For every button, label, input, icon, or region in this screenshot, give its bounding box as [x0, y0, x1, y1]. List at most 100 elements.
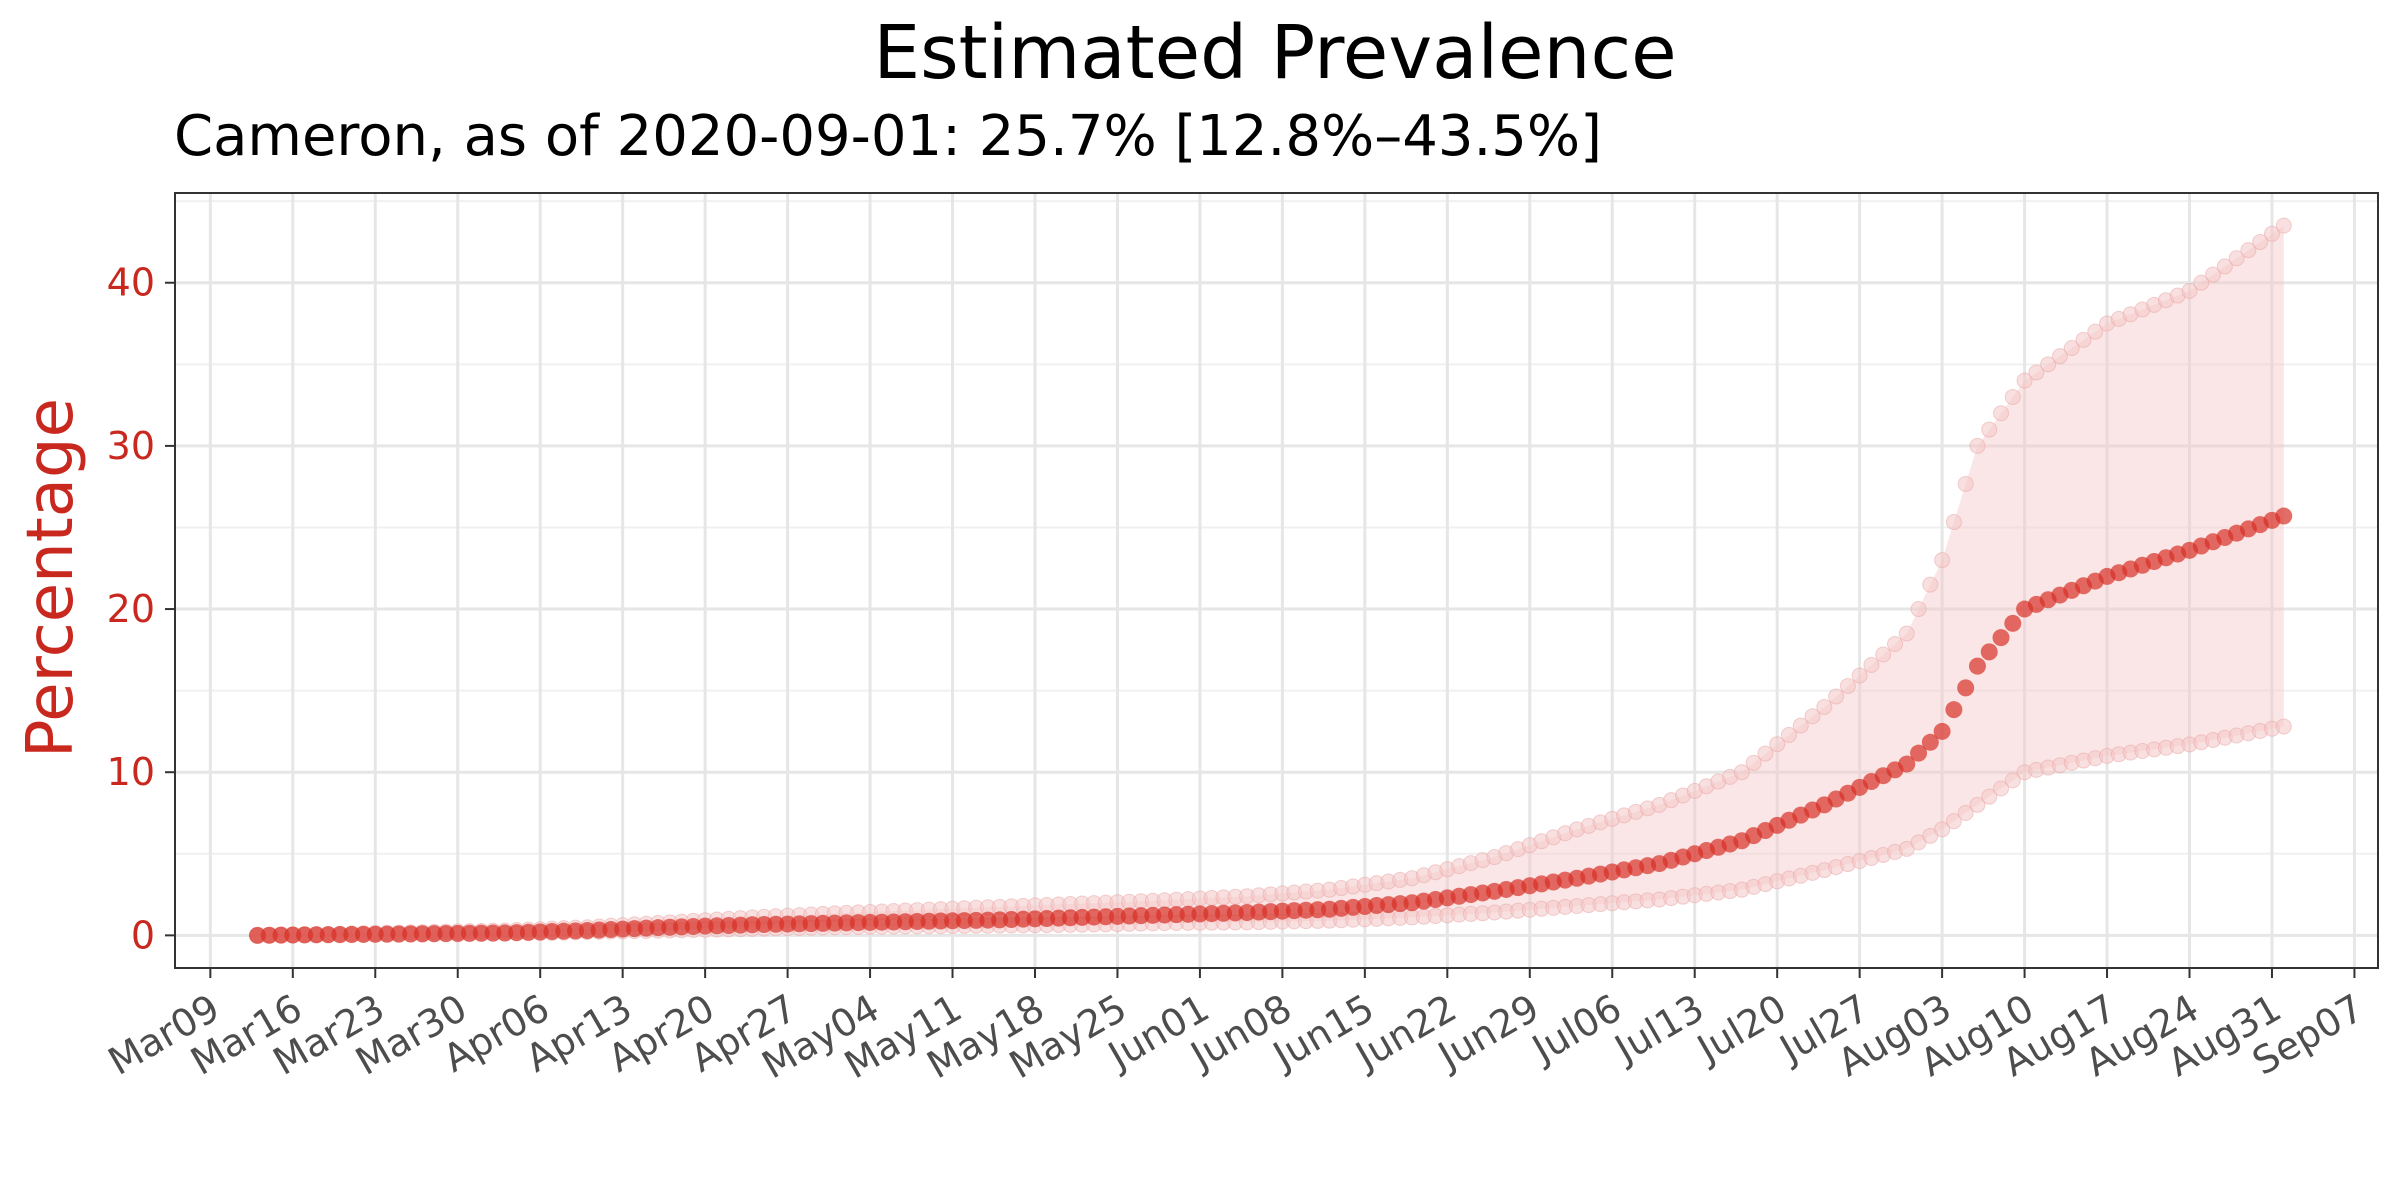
upper-bound-point [2181, 282, 2198, 299]
estimate-point [873, 913, 891, 931]
estimate-point [1921, 733, 1939, 751]
estimate-point [390, 925, 408, 943]
estimate-point [402, 925, 420, 943]
estimate-point [260, 926, 278, 944]
lower-bound-point [1945, 813, 1962, 830]
estimate-point [767, 915, 785, 933]
estimate-point [449, 924, 467, 942]
estimate-point [1933, 722, 1951, 740]
estimate-point [779, 915, 797, 933]
upper-bound-point [1792, 717, 1809, 734]
lower-bound-point [2275, 718, 2292, 735]
estimate-point [461, 924, 479, 942]
estimate-point [331, 926, 349, 944]
estimate-point [354, 925, 372, 943]
upper-bound-point [2216, 258, 2233, 275]
y-tick-label: 0 [131, 913, 155, 957]
upper-bound-point [2040, 356, 2057, 373]
estimate-point [2004, 614, 2022, 632]
estimate-point [920, 912, 938, 930]
upper-bound-point [1757, 745, 1774, 762]
upper-bound-point [2004, 388, 2021, 405]
y-axis-label: Percentage [14, 398, 88, 758]
plot-background [175, 193, 2378, 968]
upper-bound-point [2016, 372, 2033, 389]
upper-bound-point [2193, 274, 2210, 291]
estimate-point [967, 911, 985, 929]
upper-bound-point [1851, 667, 1868, 684]
upper-bound-point [1816, 698, 1833, 715]
upper-bound-point [1957, 475, 1974, 492]
upper-bound-point [1839, 677, 1856, 694]
y-tick-label: 10 [107, 750, 155, 794]
upper-bound-point [1886, 636, 1903, 653]
upper-bound-point [1993, 405, 2010, 422]
estimate-point [814, 914, 832, 932]
upper-bound-point [2228, 250, 2245, 267]
estimate-point [319, 926, 337, 944]
upper-bound-point [1863, 656, 1880, 673]
estimate-point [861, 913, 879, 931]
estimate-point [955, 912, 973, 930]
upper-bound-point [2063, 340, 2080, 356]
uncertainty-band [257, 225, 2284, 936]
estimate-point [378, 925, 396, 943]
upper-bound-point [1733, 764, 1750, 781]
estimate-point [472, 924, 490, 942]
estimate-point [272, 926, 290, 944]
estimate-point [896, 913, 914, 931]
lower-bound-point [1934, 821, 1951, 838]
estimate-point [885, 913, 903, 931]
estimate-point [437, 925, 455, 943]
upper-bound-point [2028, 364, 2045, 381]
estimate-point [755, 916, 773, 934]
estimate-point [366, 925, 384, 943]
upper-bound-point [1875, 646, 1892, 663]
y-tick-label: 30 [107, 424, 155, 468]
lower-bound-point [1981, 788, 1998, 805]
lower-bound-point [1993, 780, 2010, 797]
estimate-point [802, 915, 820, 933]
estimate-point [2275, 507, 2293, 525]
chart-title: Estimated Prevalence [873, 10, 1676, 96]
estimate-point [743, 916, 761, 934]
upper-bound-point [2205, 266, 2222, 283]
estimate-point [1957, 679, 1975, 697]
estimate-point [1980, 643, 1998, 661]
estimate-point [838, 914, 856, 932]
estimate-point [343, 925, 361, 943]
y-tick-label: 20 [107, 587, 155, 631]
upper-bound-point [1780, 726, 1797, 743]
estimate-point [484, 924, 502, 942]
estimate-point [425, 925, 443, 943]
upper-bound-point [1804, 708, 1821, 725]
estimate-point [849, 914, 867, 932]
upper-bound-point [1828, 688, 1845, 705]
estimate-point [296, 926, 314, 944]
upper-bound-point [1981, 421, 1998, 438]
upper-bound-point [1910, 601, 1927, 618]
upper-bound-point [1898, 625, 1915, 642]
lower-bound-point [1969, 796, 1986, 813]
upper-bound-point [2240, 242, 2257, 259]
upper-bound-point [2075, 331, 2092, 348]
estimate-point [1992, 629, 2010, 647]
estimate-point [826, 914, 844, 932]
estimate-point [307, 926, 325, 944]
upper-bound-point [1922, 576, 1939, 593]
estimate-point [932, 912, 950, 930]
upper-bound-point [1934, 552, 1951, 569]
estimate-point [413, 925, 431, 943]
estimate-point [979, 911, 997, 929]
y-tick-label: 40 [107, 261, 155, 305]
estimate-point [284, 926, 302, 944]
estimate-point [1968, 657, 1986, 675]
estimate-point [1945, 701, 1963, 719]
upper-bound-point [2275, 217, 2292, 234]
chart-subtitle: Cameron, as of 2020-09-01: 25.7% [12.8%–… [174, 104, 1602, 169]
plot-area: 010203040Mar09Mar16Mar23Mar30Apr06Apr13A… [101, 192, 2379, 1087]
upper-bound-point [2263, 225, 2280, 242]
estimate-point [908, 913, 926, 930]
upper-bound-point [1969, 437, 1986, 454]
